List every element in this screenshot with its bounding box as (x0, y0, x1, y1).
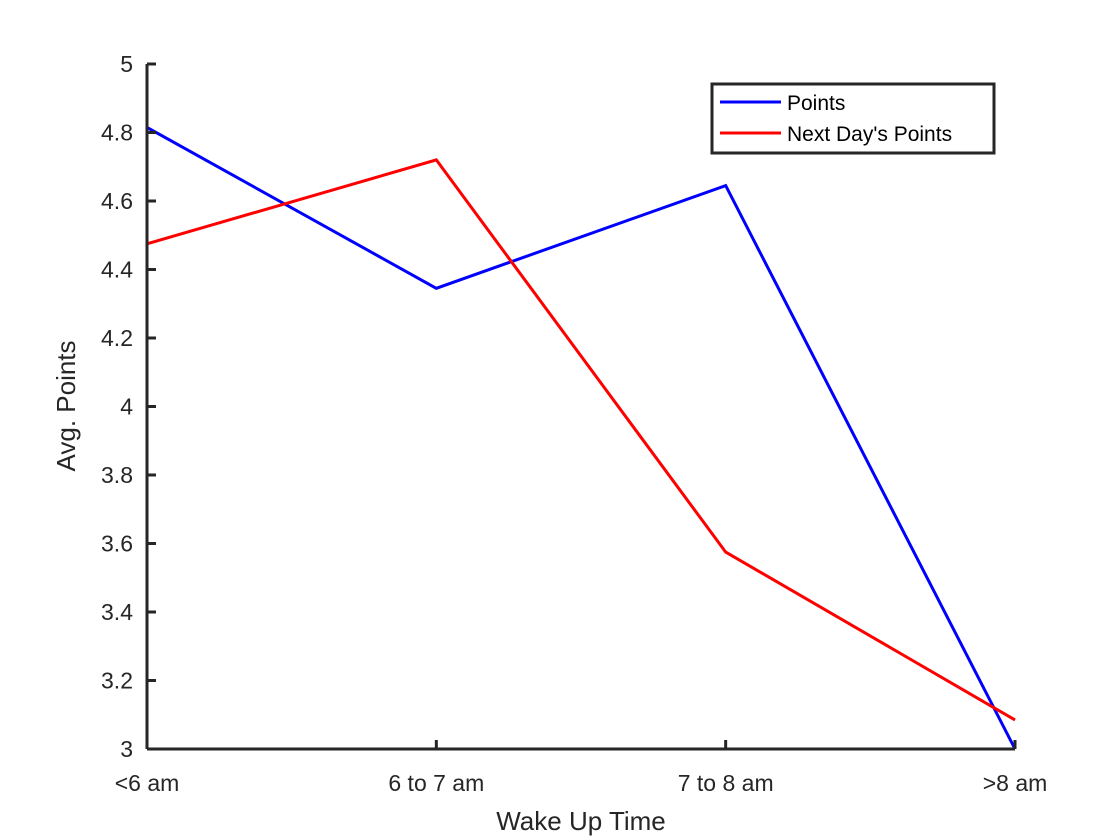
x-tick-label: 6 to 7 am (388, 770, 484, 796)
series-line-0 (146, 126, 1017, 750)
x-tick-label: 7 to 8 am (678, 770, 774, 796)
y-tick-label: 3.2 (101, 668, 133, 694)
y-tick-label: 4.2 (101, 325, 133, 351)
legend: Points Next Day's Points (710, 82, 996, 155)
y-tick-label: 4 (120, 394, 133, 420)
series-layer (146, 126, 1017, 750)
y-tick-label: 3.4 (101, 599, 133, 625)
y-tick-label: 4.6 (101, 188, 133, 214)
y-tick-label: 5 (120, 51, 133, 77)
axes-layer (145, 64, 1015, 751)
ticks-layer: 3 3.2 3.4 3.6 3.8 4 4.2 4.4 4.6 4.8 5 <6 am 6 to 7 a… (101, 51, 1047, 796)
x-axis-title: Wake Up Time (496, 806, 666, 836)
x-tick-label: >8 am (983, 770, 1048, 796)
legend-label: Next Day's Points (787, 123, 952, 146)
y-tick-label: 4.8 (101, 120, 133, 146)
y-tick-label: 3 (120, 736, 133, 762)
x-tick-label: <6 am (115, 770, 180, 796)
y-tick-label: 3.6 (101, 531, 133, 557)
y-tick-label: 4.4 (101, 257, 133, 283)
series-line-1 (146, 158, 1016, 722)
y-tick-label: 3.8 (101, 462, 133, 488)
legend-label: Points (787, 92, 845, 115)
y-axis-title: Avg. Points (51, 340, 81, 471)
legend-box (710, 82, 996, 155)
